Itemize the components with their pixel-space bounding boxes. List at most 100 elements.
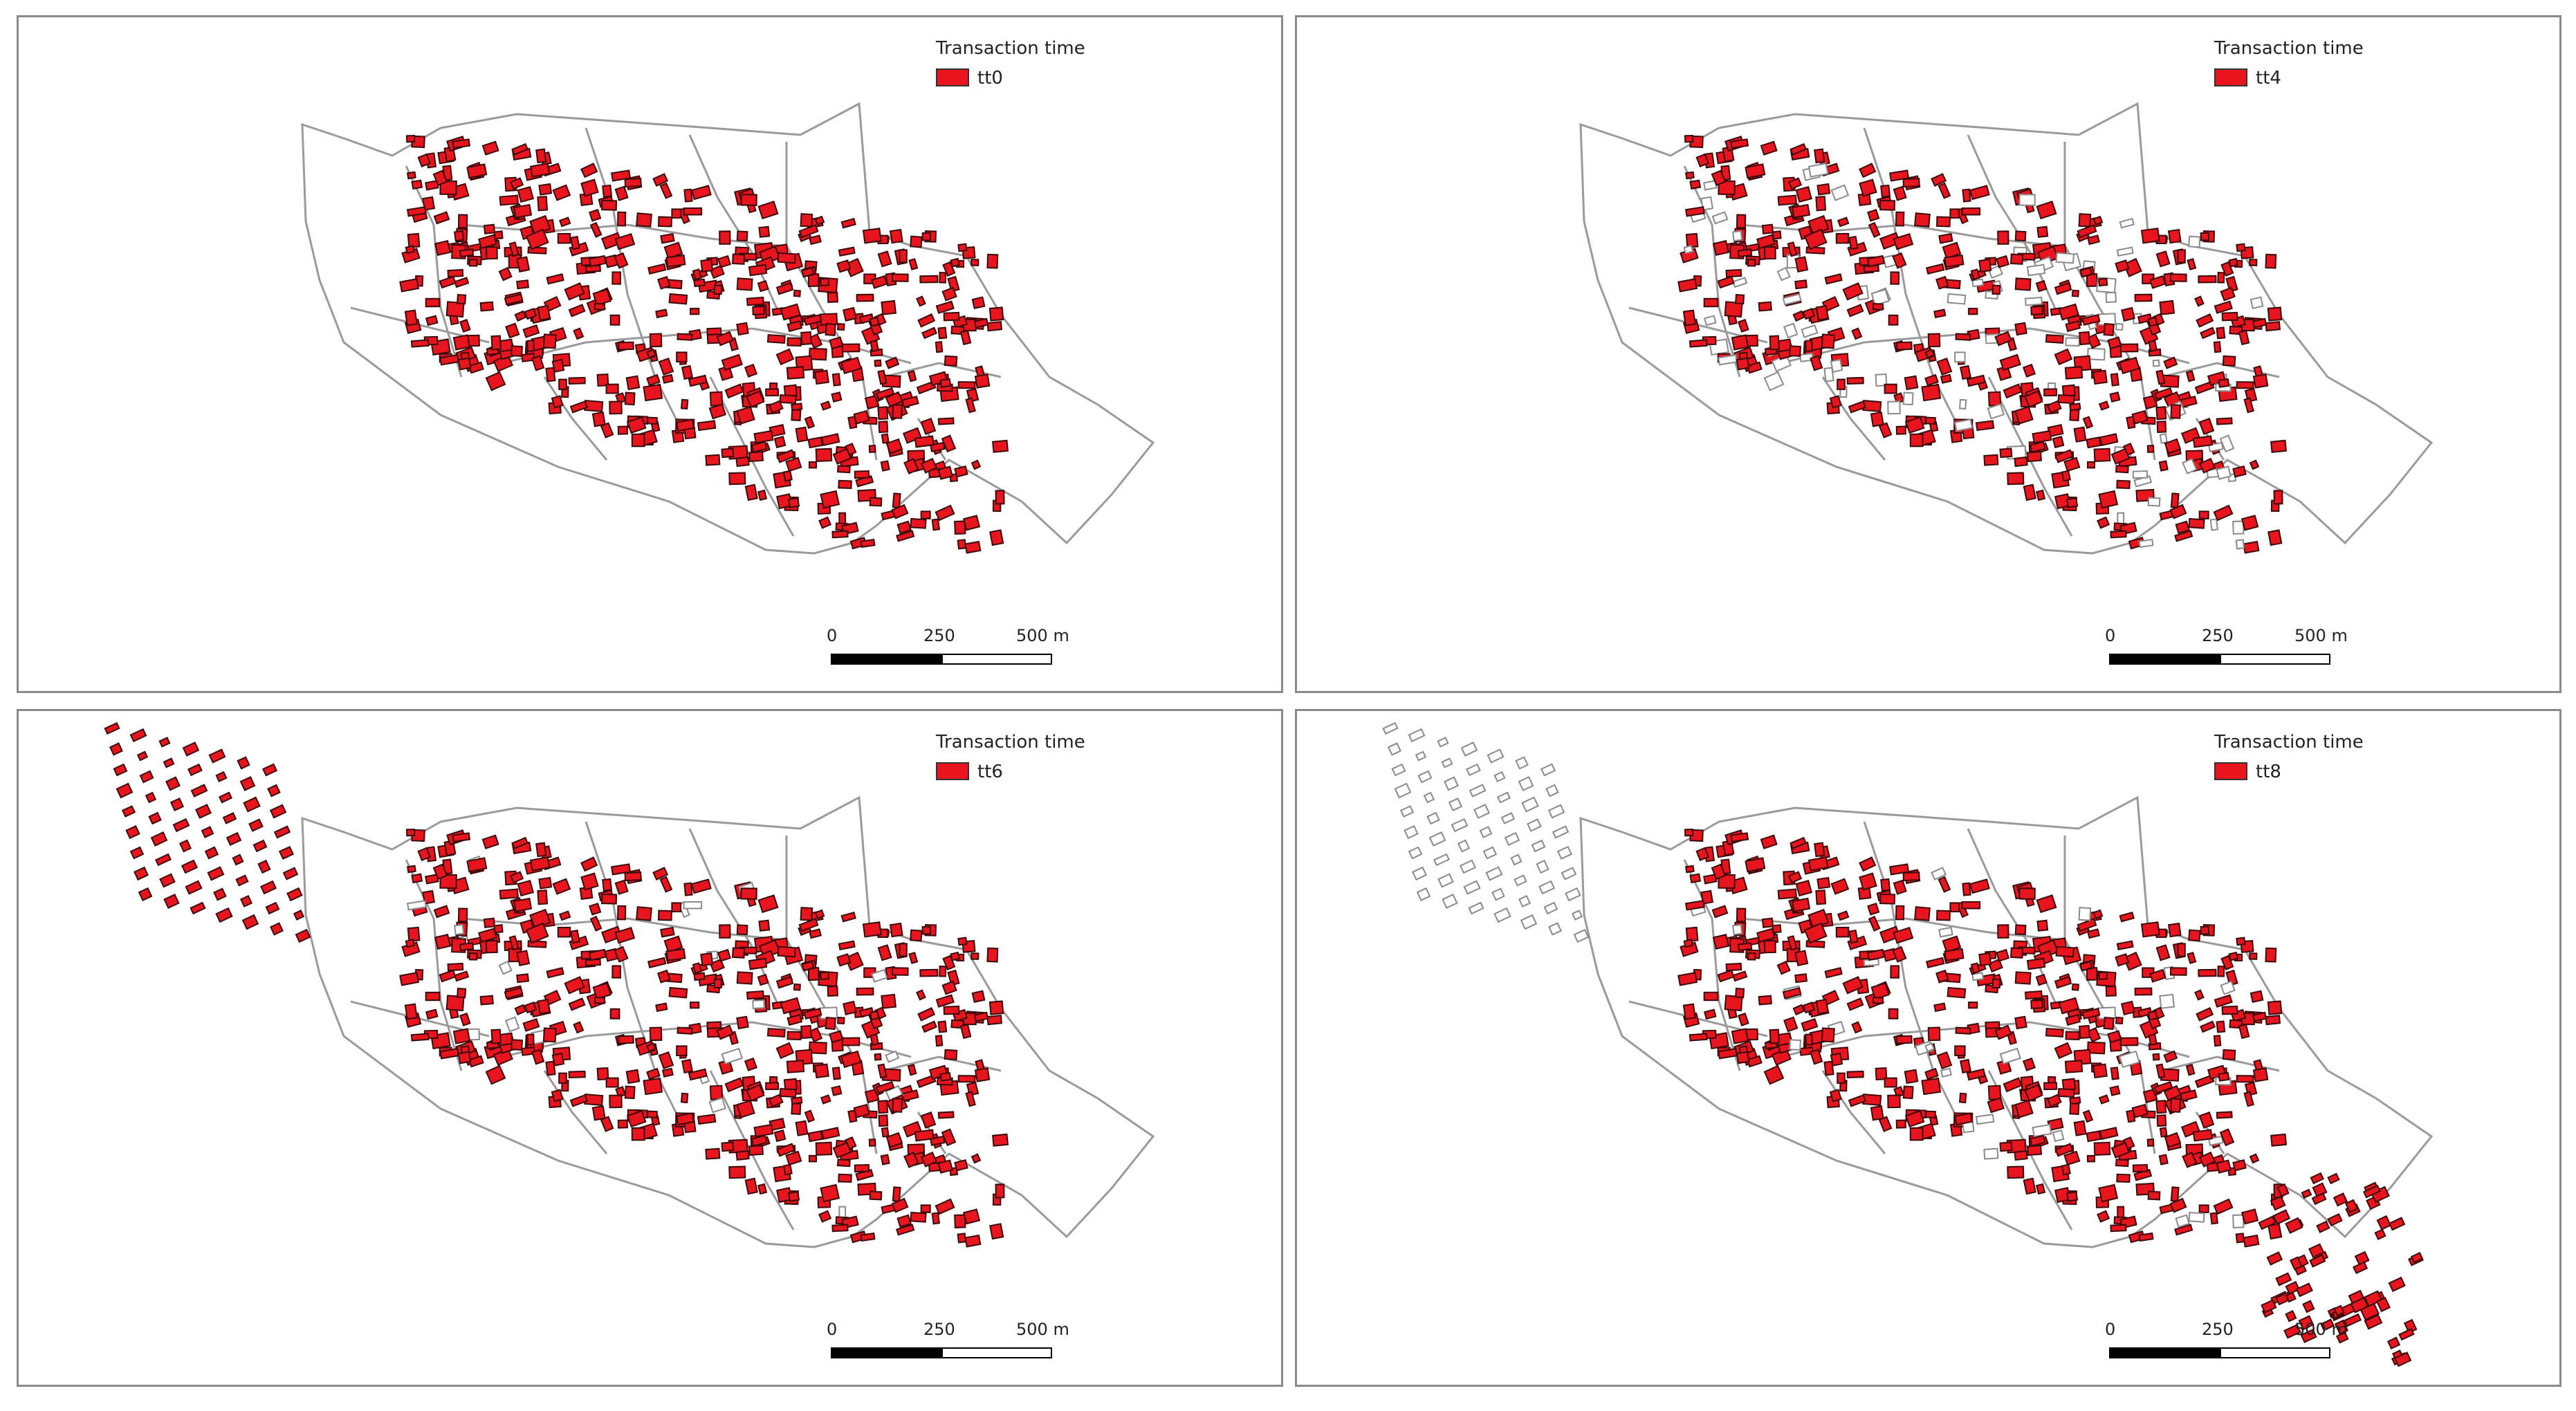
building-footprint — [2265, 253, 2277, 269]
building-footprint — [2115, 1159, 2129, 1168]
building-footprint — [829, 1030, 844, 1044]
building-footprint — [1685, 171, 1695, 180]
building-footprint — [2119, 343, 2139, 353]
building-footprint — [1756, 928, 1776, 943]
building-footprint — [744, 1057, 758, 1071]
building-footprint — [588, 948, 607, 961]
building-footprint — [957, 1075, 976, 1083]
building-footprint — [2343, 1313, 2362, 1327]
building-footprint — [2045, 1028, 2064, 1038]
building-footprint — [2302, 1300, 2315, 1313]
building-footprint — [892, 492, 901, 508]
building-footprint — [445, 995, 465, 1012]
building-footprint — [844, 951, 864, 971]
building-footprint — [2003, 383, 2023, 399]
building-footprint — [568, 1070, 586, 1078]
building-footprint — [2018, 194, 2036, 206]
building-footprint — [1904, 375, 1919, 391]
building-footprint — [2258, 1215, 2276, 1230]
building-footprint — [954, 465, 968, 478]
building-footprint — [2097, 1210, 2110, 1223]
building-footprint — [791, 1096, 803, 1105]
building-footprint — [542, 333, 557, 349]
building-footprint — [831, 1085, 843, 1096]
building-footprint — [903, 458, 919, 474]
building-footprint — [2146, 1138, 2155, 1147]
building-footprint — [800, 907, 813, 921]
building-footprint — [2155, 1100, 2167, 1114]
building-footprint — [631, 1127, 645, 1141]
building-footprint — [2065, 320, 2081, 333]
building-footprint — [2036, 225, 2049, 238]
building-footprint — [1983, 1147, 1999, 1160]
building-footprint — [564, 282, 585, 301]
building-footprint — [2222, 355, 2236, 367]
building-footprint — [2156, 421, 2167, 434]
building-footprint — [2014, 1015, 2027, 1030]
building-footprint — [827, 291, 838, 304]
building-footprint — [257, 859, 271, 874]
building-footprint — [1978, 258, 1992, 273]
building-footprint — [782, 470, 793, 482]
building-footprint — [1807, 163, 1829, 178]
building-footprint — [891, 1197, 909, 1213]
building-footprint — [655, 308, 668, 319]
building-footprint — [601, 893, 618, 905]
building-footprint — [485, 371, 506, 391]
building-footprint — [439, 874, 457, 889]
building-footprint — [793, 289, 801, 297]
street — [1863, 821, 1962, 1127]
building-footprint — [2270, 1195, 2286, 1211]
building-footprint — [1504, 831, 1520, 847]
building-footprint — [692, 268, 702, 281]
building-footprint — [965, 397, 976, 414]
building-footprint — [2169, 1197, 2187, 1213]
building-footprint — [1731, 1028, 1749, 1044]
building-footprint — [785, 1150, 802, 1166]
building-footprint — [466, 857, 488, 873]
building-footprint — [2249, 459, 2260, 470]
building-footprint — [780, 997, 802, 1015]
building-footprint — [2086, 461, 2096, 469]
legend-title: Transaction time — [2214, 38, 2364, 59]
building-footprint — [740, 887, 757, 900]
building-footprint — [1520, 914, 1538, 930]
building-footprint — [158, 737, 171, 748]
building-footprint — [243, 796, 261, 813]
building-footprint — [425, 991, 441, 1002]
building-footprint — [776, 1143, 795, 1157]
building-footprint — [2046, 400, 2062, 414]
building-footprint — [2077, 224, 2097, 239]
building-footprint — [631, 433, 645, 448]
building-footprint — [218, 791, 233, 804]
building-footprint — [869, 1190, 883, 1201]
building-footprint — [439, 354, 460, 366]
building-footprint — [1437, 873, 1454, 888]
building-footprint — [2216, 1020, 2226, 1033]
building-footprint — [708, 1097, 726, 1114]
building-footprint — [481, 140, 499, 156]
building-footprint — [2110, 373, 2119, 387]
building-footprint — [270, 922, 284, 936]
building-footprint — [1700, 196, 1714, 211]
building-footprint — [937, 465, 954, 480]
building-footprint — [2252, 317, 2267, 329]
building-footprint — [700, 258, 714, 273]
scale-bar: 0 250 500 m — [807, 1320, 1069, 1375]
map-panel-tt4: Transaction time tt4 0 250 500 m — [1295, 15, 2561, 693]
building-footprint — [1514, 874, 1527, 887]
building-footprint — [808, 347, 827, 361]
building-footprint — [1787, 935, 1798, 951]
building-footprint — [1531, 839, 1546, 853]
building-footprint — [2099, 433, 2119, 446]
building-footprint — [1926, 263, 1945, 275]
building-footprint — [605, 1077, 619, 1088]
building-footprint — [1737, 248, 1753, 258]
building-footprint — [1685, 926, 1699, 942]
building-footprint — [768, 400, 784, 414]
building-footprint — [134, 866, 149, 881]
building-footprint — [241, 914, 259, 930]
building-footprint — [885, 356, 900, 369]
building-footprint — [2221, 1005, 2238, 1015]
building-footprint — [748, 1145, 764, 1156]
